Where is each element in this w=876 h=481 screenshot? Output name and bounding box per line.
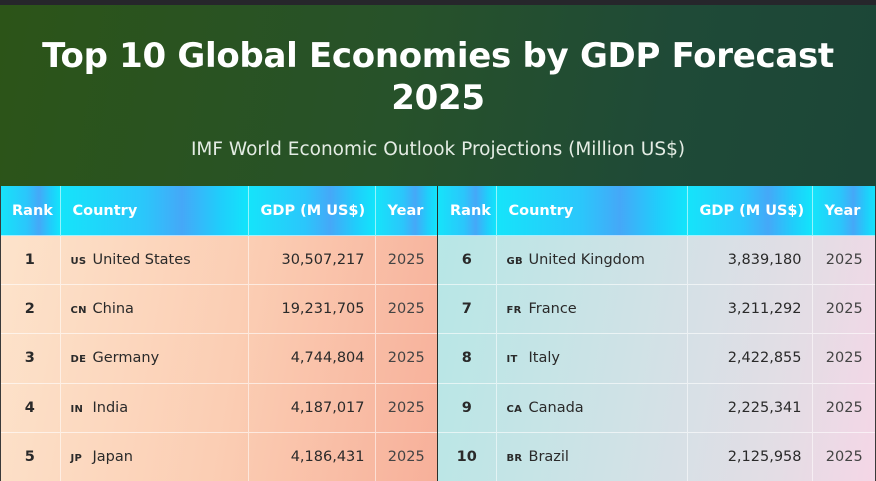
table-row[interactable]: 6 GB United Kingdom 3,839,180 2025 [438,234,876,285]
country-cell: CA Canada [496,382,688,433]
country-name: Brazil [528,448,569,465]
page-header: Top 10 Global Economies by GDP Forecast … [0,5,876,186]
gdp-cell: 4,186,431 [248,431,376,481]
country-code: IN [70,403,84,415]
tables-container: Rank Country GDP (M US$) Year 1 US United … [0,186,876,481]
country-name: Canada [528,399,584,416]
gdp-cell: 4,744,804 [248,333,376,384]
column-header-gdp[interactable]: GDP (M US$) [248,186,376,236]
rank-cell: 6 [438,234,497,285]
country-name: Japan [92,448,133,465]
country-code: DE [70,354,87,366]
country-name: Italy [528,350,560,367]
country-cell: US United States [60,234,249,285]
page-title: Top 10 Global Economies by GDP Forecast … [42,36,834,118]
rank-cell: 7 [438,284,497,334]
table-row[interactable]: 5 JP Japan 4,186,431 2025 [0,431,437,481]
table-row[interactable]: 1 US United States 30,507,217 2025 [0,234,437,285]
table-header-row: Rank Country GDP (M US$) Year [0,186,437,236]
table-row[interactable]: 8 IT Italy 2,422,855 2025 [438,333,876,384]
country-cell: IT Italy [496,333,688,384]
country-code: JP [70,452,83,464]
table-row[interactable]: 7 FR France 3,211,292 2025 [438,284,876,334]
country-cell: JP Japan [60,431,249,481]
country-code: GB [506,256,523,268]
country-code: IT [506,354,518,366]
window-top-strip [0,0,876,5]
country-cell: FR France [496,284,688,334]
year-cell: 2025 [812,234,876,285]
country-cell: IN India [60,382,249,433]
gdp-cell: 2,125,958 [687,431,813,481]
table-row[interactable]: 4 IN India 4,187,017 2025 [0,382,437,433]
gdp-table-left: Rank Country GDP (M US$) Year 1 US United … [0,186,437,481]
gdp-cell: 4,187,017 [248,382,376,433]
table-row[interactable]: 10 BR Brazil 2,125,958 2025 [438,431,876,481]
gdp-cell: 3,839,180 [687,234,813,285]
country-code: BR [506,452,523,464]
year-cell: 2025 [375,284,437,334]
country-name: India [92,399,129,416]
rank-cell: 3 [0,333,61,384]
page-subtitle: IMF World Economic Outlook Projections (… [190,139,686,160]
gdp-cell: 30,507,217 [248,234,376,285]
left-edge-line [0,186,1,481]
column-header-year[interactable]: Year [812,186,876,236]
country-cell: GB United Kingdom [496,234,688,285]
gdp-table-right: Rank Country GDP (M US$) Year 6 GB United … [438,186,876,481]
country-name: Germany [92,350,160,367]
column-header-country[interactable]: Country [60,186,249,236]
rank-cell: 8 [438,333,497,384]
country-code: FR [506,305,522,317]
table-row[interactable]: 3 DE Germany 4,744,804 2025 [0,333,437,384]
country-cell: CN China [60,284,249,334]
year-cell: 2025 [812,284,876,334]
year-cell: 2025 [375,382,437,433]
country-cell: BR Brazil [496,431,688,481]
table-header-row: Rank Country GDP (M US$) Year [438,186,876,236]
table-row[interactable]: 2 CN China 19,231,705 2025 [0,284,437,334]
rank-cell: 9 [438,382,497,433]
year-cell: 2025 [375,333,437,384]
column-header-year[interactable]: Year [375,186,437,236]
table-body-left: 1 US United States 30,507,217 2025 2 CN China 19… [0,234,437,481]
rank-cell: 4 [0,382,61,433]
country-cell: DE Germany [60,333,249,384]
gdp-cell: 19,231,705 [248,284,376,334]
year-cell: 2025 [375,431,437,481]
year-cell: 2025 [375,234,437,285]
country-name: China [92,301,134,318]
rank-cell: 5 [0,431,61,481]
country-name: United States [92,252,191,269]
rank-cell: 2 [0,284,61,334]
gdp-cell: 3,211,292 [687,284,813,334]
gdp-cell: 2,225,341 [687,382,813,433]
column-header-country[interactable]: Country [496,186,688,236]
rank-cell: 1 [0,234,61,285]
year-cell: 2025 [812,333,876,384]
country-code: CA [506,403,523,415]
rank-cell: 10 [438,431,497,481]
country-name: United Kingdom [528,252,645,269]
country-code: CN [70,305,87,317]
table-row[interactable]: 9 CA Canada 2,225,341 2025 [438,382,876,433]
year-cell: 2025 [812,431,876,481]
year-cell: 2025 [812,382,876,433]
country-code: US [70,256,87,268]
gdp-cell: 2,422,855 [687,333,813,384]
column-header-rank[interactable]: Rank [438,186,497,236]
table-body-right: 6 GB United Kingdom 3,839,180 2025 7 FR France 3… [438,234,876,481]
column-header-gdp[interactable]: GDP (M US$) [687,186,813,236]
country-name: France [528,301,577,318]
column-header-rank[interactable]: Rank [0,186,61,236]
